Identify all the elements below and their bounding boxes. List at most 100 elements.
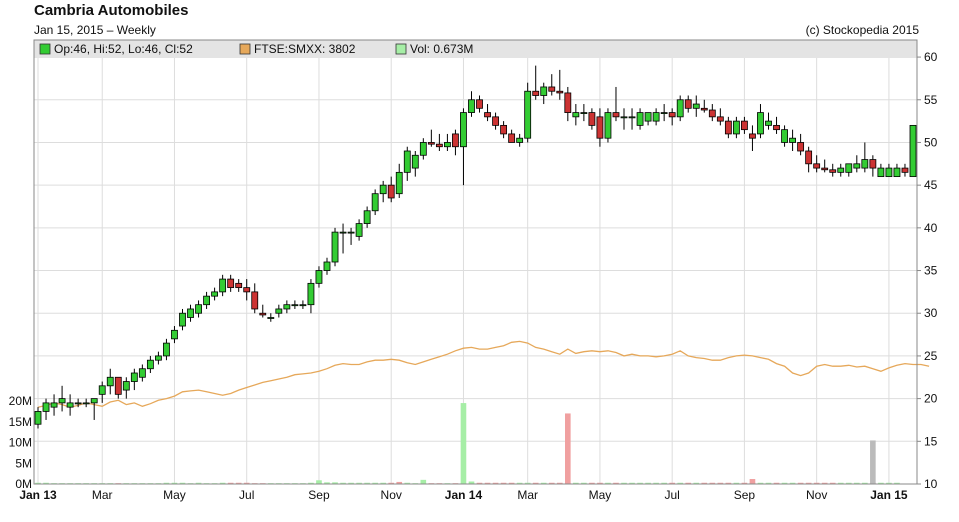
candle <box>146 355 154 373</box>
volume-tick-label: 5M <box>15 456 32 470</box>
candle <box>612 86 620 122</box>
axes: 10 15 20 25 30 35 40 45 50 55 60 Jan 13 Mar May Jul Sep… <box>9 50 938 502</box>
price-tick-label: 40 <box>924 221 938 235</box>
candle <box>58 385 66 412</box>
candle-body <box>50 402 58 408</box>
candle <box>291 300 299 309</box>
candle-body <box>275 308 283 314</box>
candle-body <box>283 304 291 310</box>
candle-body <box>195 304 202 314</box>
time-tick-label: Sep <box>308 488 330 502</box>
candle-body <box>106 376 114 387</box>
candle-body <box>628 116 636 119</box>
volume-spike-bar <box>749 479 756 484</box>
candle-body <box>869 159 877 169</box>
candle <box>476 95 483 113</box>
volume-bar <box>163 482 170 484</box>
candle-body <box>781 129 788 143</box>
candle <box>500 121 508 139</box>
candle-body <box>765 120 772 126</box>
candle <box>452 129 459 156</box>
candle <box>203 291 210 309</box>
candle-body <box>435 143 443 148</box>
candle <box>741 116 748 134</box>
legend-bar <box>34 40 917 58</box>
candle <box>235 279 243 292</box>
candle-body <box>540 86 548 96</box>
candle-body <box>347 231 355 234</box>
candle-body <box>893 167 901 178</box>
candle-body <box>427 142 435 145</box>
volume-bar <box>171 482 178 484</box>
candle <box>74 398 82 408</box>
candle-body <box>58 398 66 404</box>
candle-body <box>829 169 837 173</box>
volume-spike-bar <box>396 481 403 484</box>
candle-body <box>797 142 805 152</box>
volume-bar <box>573 482 579 484</box>
candle-body <box>371 193 379 212</box>
candle <box>524 82 532 143</box>
candle-body <box>684 99 692 109</box>
candle <box>355 219 363 241</box>
candle <box>516 133 524 147</box>
volume-spike-bar <box>316 480 322 484</box>
candle <box>90 398 98 420</box>
candle-body <box>612 112 620 118</box>
candle <box>749 125 756 151</box>
price-tick-label: 10 <box>924 477 938 491</box>
price-tick-label: 25 <box>924 349 938 363</box>
volume-bar <box>364 482 370 484</box>
candle-body <box>500 124 508 135</box>
candle-body <box>524 90 532 139</box>
candle <box>42 398 50 420</box>
candle-body <box>411 154 419 169</box>
candle <box>403 146 411 181</box>
candle <box>716 108 724 126</box>
candle <box>636 108 644 130</box>
volume-bar <box>845 482 852 484</box>
volume-bar <box>757 482 764 484</box>
candle-body <box>484 112 491 118</box>
volume-bar <box>340 482 346 484</box>
candle <box>122 377 130 399</box>
candle-body <box>773 124 780 131</box>
volume-tick-label: 15M <box>9 415 32 429</box>
volume-bar <box>508 482 515 484</box>
candle-body <box>363 210 371 224</box>
volume-bar <box>685 482 692 484</box>
candle <box>179 308 186 331</box>
price-tick-label: 15 <box>924 434 938 448</box>
candle-body <box>821 167 829 171</box>
price-tick-label: 50 <box>924 135 938 149</box>
candle-body <box>476 99 483 109</box>
candle <box>596 108 604 147</box>
volume-bar <box>693 482 700 484</box>
candle-body <box>749 133 756 139</box>
volume-bar <box>789 482 796 484</box>
candle-body <box>443 142 451 148</box>
candle <box>773 116 780 134</box>
candle <box>620 108 628 130</box>
legend-ohlc-text: Op:46, Hi:52, Lo:46, Cl:52 <box>54 42 193 56</box>
candle <box>34 407 42 429</box>
price-tick-label: 30 <box>924 306 938 320</box>
candle <box>187 304 194 322</box>
candle-body <box>395 171 403 195</box>
candle <box>484 104 491 122</box>
candle <box>708 104 716 122</box>
time-tick-label: Jan 13 <box>19 488 57 502</box>
candle <box>371 189 379 216</box>
volume-spike-bar <box>420 479 427 484</box>
volume-bar <box>532 482 539 484</box>
volume-bar <box>476 482 483 484</box>
candle-body <box>82 402 90 405</box>
candle-body <box>323 261 331 271</box>
volume-bar <box>741 482 748 484</box>
candle <box>732 116 740 139</box>
candle-body <box>548 86 556 92</box>
candle <box>331 227 339 267</box>
candle <box>837 163 845 177</box>
candle-body <box>98 385 106 395</box>
candle <box>82 398 90 408</box>
